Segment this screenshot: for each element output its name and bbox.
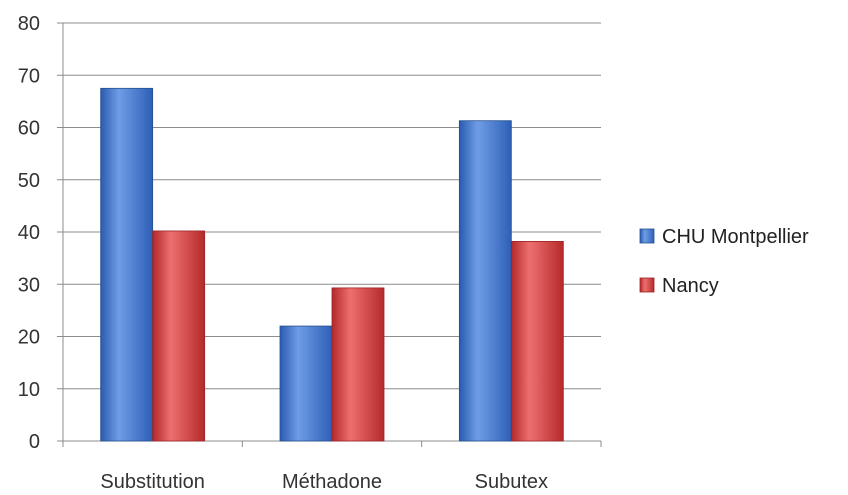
y-tick-label: 10 — [18, 379, 40, 401]
y-tick-label: 20 — [18, 327, 40, 349]
legend-swatch-0 — [640, 229, 654, 243]
y-tick-label: 30 — [18, 274, 40, 296]
y-tick-label: 40 — [18, 222, 40, 244]
bar-chu-montpellier-0 — [101, 88, 153, 441]
x-tick-label: Substitution — [100, 471, 205, 493]
legend: CHU Montpellier Nancy — [640, 226, 809, 297]
y-tick-label: 0 — [29, 431, 40, 453]
y-tick-label: 70 — [18, 65, 40, 87]
legend-label-1: Nancy — [662, 275, 719, 297]
bar-nancy-2 — [511, 241, 563, 441]
bar-chu-montpellier-2 — [459, 121, 511, 441]
y-tick-label: 50 — [18, 170, 40, 192]
y-tick-label: 80 — [18, 13, 40, 35]
bar-nancy-0 — [153, 231, 205, 441]
legend-label-0: CHU Montpellier — [662, 226, 809, 248]
x-tick-label: Subutex — [475, 471, 548, 493]
x-tick-label: Méthadone — [282, 471, 382, 493]
bars — [101, 88, 564, 441]
bar-nancy-1 — [332, 288, 384, 441]
bar-chu-montpellier-1 — [280, 326, 332, 441]
legend-swatch-1 — [640, 278, 654, 292]
y-tick-label: 60 — [18, 118, 40, 140]
